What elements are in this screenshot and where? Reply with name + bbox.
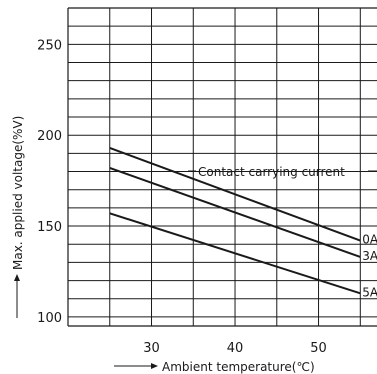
y-axis-arrow-head xyxy=(14,274,20,281)
y-axis-ticks: 100 150 200 250 xyxy=(37,38,62,326)
x-axis-title-group: Ambient temperature(℃) xyxy=(114,360,315,374)
series-labels: 0A 3A 5A xyxy=(362,233,377,299)
y-axis-title-group: Max. applied voltage(%V) xyxy=(11,116,25,318)
x-tick-label: 40 xyxy=(227,341,244,356)
y-axis-title: Max. applied voltage(%V) xyxy=(11,116,25,270)
y-tick-label: 100 xyxy=(37,311,62,326)
y-tick-label: 200 xyxy=(37,129,62,144)
series-lines xyxy=(109,146,361,295)
annotation-label: Contact carrying current xyxy=(198,165,345,179)
x-axis-arrow-head xyxy=(151,363,158,369)
x-tick-label: 50 xyxy=(310,341,327,356)
series-label-3a: 3A xyxy=(362,249,377,263)
plot-frame xyxy=(67,7,377,327)
series-label-5a: 5A xyxy=(362,285,377,299)
annotation-group: Contact carrying current xyxy=(188,165,377,179)
x-tick-label: 30 xyxy=(143,341,160,356)
y-tick-label: 250 xyxy=(37,38,62,53)
y-tick-label: 150 xyxy=(37,220,62,235)
series-line-3a xyxy=(109,166,361,258)
series-line-5a xyxy=(109,212,361,295)
series-label-0a: 0A xyxy=(362,233,377,247)
x-axis-title: Ambient temperature(℃) xyxy=(162,360,315,374)
series-line-0a xyxy=(109,146,361,242)
x-axis-ticks: 30 40 50 xyxy=(143,341,327,356)
